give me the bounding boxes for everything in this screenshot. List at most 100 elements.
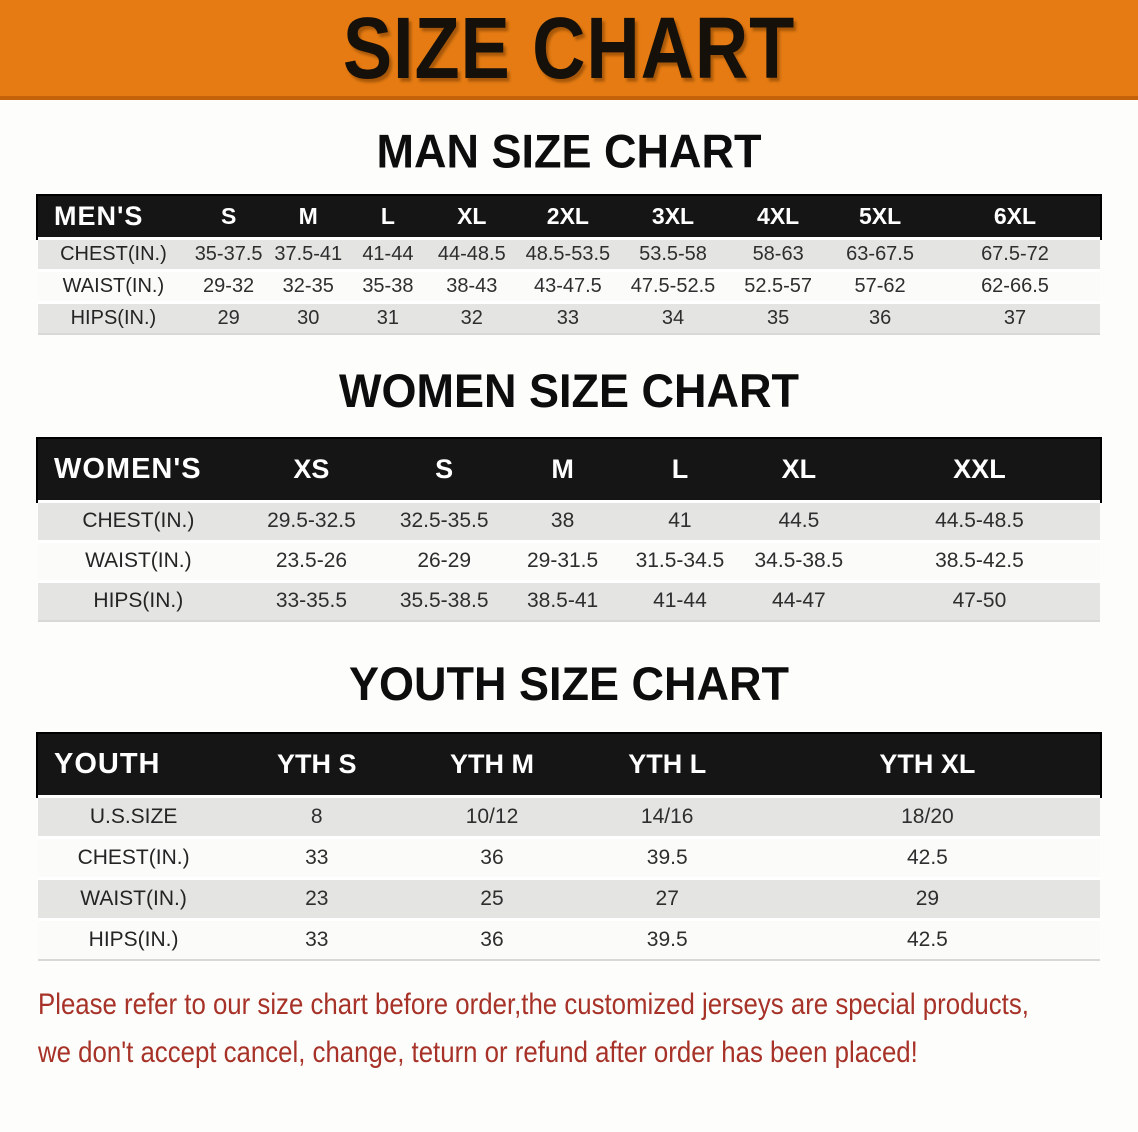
youth-size-header: YTH L: [628, 748, 707, 779]
size-value: 63-67.5: [846, 242, 914, 265]
table-row: WAIST(IN.) 29-32 32-35 35-38 38-43 43-47.5 47.…: [38, 270, 1100, 302]
men-size-header: S: [220, 202, 237, 229]
size-value: 30: [297, 306, 320, 329]
disclaimer-line-1: Please refer to our size chart before or…: [38, 988, 1029, 1021]
size-value: 37: [1003, 306, 1027, 329]
size-value: 35: [767, 306, 790, 329]
disclaimer: Please refer to our size chart before or…: [38, 981, 1100, 1077]
men-size-header: L: [380, 202, 395, 229]
size-value: 29: [915, 886, 940, 910]
women-size-header: XXL: [953, 453, 1006, 484]
youth-header-row: YOUTH YTH S YTH M YTH L YTH XL: [38, 734, 1100, 796]
row-label: CHEST(IN.): [77, 845, 190, 869]
table-row: WAIST(IN.) 23 25 27 29: [38, 878, 1100, 919]
row-label: WAIST(IN.): [85, 549, 192, 572]
men-size-header: 4XL: [757, 202, 800, 229]
size-value: 44-47: [772, 589, 826, 613]
size-value: 38: [550, 509, 575, 532]
size-chart-sections: MAN SIZE CHART MEN'S S M L XL 2XL 3XL 4XL 5XL 6XL…: [0, 125, 1138, 961]
size-value: 41: [668, 509, 692, 532]
women-size-header: S: [435, 453, 454, 484]
women-size-header: XS: [293, 453, 330, 484]
size-value: 35-37.5: [194, 242, 263, 265]
size-value: 10/12: [465, 804, 519, 828]
table-row: HIPS(IN.) 33-35.5 35.5-38.5 38.5-41 41-44 44-…: [38, 581, 1100, 621]
size-value: 37.5-41: [274, 242, 343, 265]
size-chart-banner-title: SIZE CHART: [342, 0, 796, 97]
size-value: 26-29: [417, 549, 472, 572]
size-value: 47.5-52.5: [630, 274, 716, 297]
size-value: 38.5-42.5: [935, 549, 1024, 572]
size-value: 44.5-48.5: [935, 509, 1024, 532]
size-value: 31.5-34.5: [635, 549, 725, 572]
size-value: 27: [655, 886, 679, 910]
women-section-title: WOMEN SIZE CHART: [339, 363, 799, 418]
size-value: 31: [376, 306, 400, 329]
size-value: 33: [556, 306, 580, 329]
size-value: 62-66.5: [981, 274, 1049, 297]
size-value: 48.5-53.5: [525, 242, 611, 265]
youth-size-table: YOUTH YTH S YTH M YTH L YTH XL U.S.SIZE 8 10/1…: [38, 734, 1100, 961]
size-value: 32-35: [282, 274, 334, 297]
men-size-header: 3XL: [651, 202, 695, 229]
size-value: 29: [217, 306, 240, 329]
size-value: 47-50: [952, 589, 1007, 613]
size-value: 29-32: [203, 274, 255, 297]
table-row: WAIST(IN.) 23.5-26 26-29 29-31.5 31.5-34.5 34…: [38, 541, 1100, 581]
youth-header-label: YOUTH: [54, 747, 161, 780]
size-value: 39.5: [646, 927, 688, 951]
size-value: 14/16: [640, 804, 694, 828]
youth-size-header: YTH S: [277, 748, 357, 779]
youth-size-header: YTH XL: [879, 748, 976, 779]
men-header-label: MEN'S: [54, 200, 144, 231]
size-value: 52.5-57: [744, 274, 813, 297]
size-value: 35-38: [362, 274, 414, 297]
size-value: 43-47.5: [533, 274, 602, 297]
size-chart-section-men: MAN SIZE CHART MEN'S S M L XL 2XL 3XL 4XL 5XL 6XL…: [38, 125, 1100, 335]
size-value: 32: [460, 306, 483, 329]
men-size-table: MEN'S S M L XL 2XL 3XL 4XL 5XL 6XL CHEST(IN.) 35-3…: [38, 196, 1100, 335]
size-value: 44-48.5: [437, 242, 506, 265]
size-value: 36: [868, 306, 892, 329]
row-label: CHEST(IN.): [82, 509, 195, 532]
size-value: 23: [305, 886, 329, 910]
size-value: 33: [305, 845, 329, 869]
women-size-header: XL: [781, 453, 817, 484]
row-label: CHEST(IN.): [60, 242, 167, 265]
row-label: WAIST(IN.): [62, 274, 165, 297]
women-header-row: WOMEN'S XS S M L XL XXL: [38, 439, 1100, 501]
size-chart-section-youth: YOUTH SIZE CHART YOUTH YTH S YTH M YTH L YTH…: [38, 656, 1100, 961]
size-value: 41-44: [653, 589, 707, 613]
size-value: 38-43: [446, 274, 498, 297]
table-row: U.S.SIZE 8 10/12 14/16 18/20: [38, 796, 1100, 837]
size-value: 44.5: [778, 509, 820, 532]
youth-section-title: YOUTH SIZE CHART: [348, 656, 789, 711]
youth-size-header: YTH M: [449, 748, 534, 779]
size-value: 42.5: [906, 845, 948, 869]
size-value: 67.5-72: [981, 242, 1049, 265]
size-value: 53.5-58: [639, 242, 707, 265]
size-value: 36: [480, 927, 504, 951]
men-size-header: 5XL: [858, 202, 902, 229]
women-header-label: WOMEN'S: [54, 452, 202, 485]
row-label: HIPS(IN.): [93, 589, 184, 613]
size-value: 35.5-38.5: [399, 589, 489, 613]
size-value: 42.5: [906, 927, 948, 951]
size-value: 34.5-38.5: [754, 549, 844, 572]
size-value: 32.5-35.5: [399, 509, 489, 532]
women-size-table: WOMEN'S XS S M L XL XXL CHEST(IN.) 29.5-32.5 32.…: [38, 439, 1100, 622]
size-value: 29-31.5: [526, 549, 599, 572]
women-size-header: M: [551, 453, 574, 484]
table-row: CHEST(IN.) 35-37.5 37.5-41 41-44 44-48.5 48.5…: [38, 238, 1100, 270]
size-value: 33: [305, 927, 329, 951]
men-size-header: 6XL: [993, 202, 1037, 229]
size-chart-section-women: WOMEN SIZE CHART WOMEN'S XS S M L XL XXL CHEST…: [38, 363, 1100, 622]
women-size-header: L: [671, 453, 689, 484]
table-row: CHEST(IN.) 33 36 39.5 42.5: [38, 837, 1100, 878]
size-value: 36: [480, 845, 504, 869]
size-chart-banner: SIZE CHART: [0, 0, 1138, 100]
size-value: 8: [310, 804, 323, 828]
size-value: 29.5-32.5: [267, 509, 356, 532]
row-label: U.S.SIZE: [89, 804, 178, 828]
size-value: 25: [480, 886, 504, 910]
